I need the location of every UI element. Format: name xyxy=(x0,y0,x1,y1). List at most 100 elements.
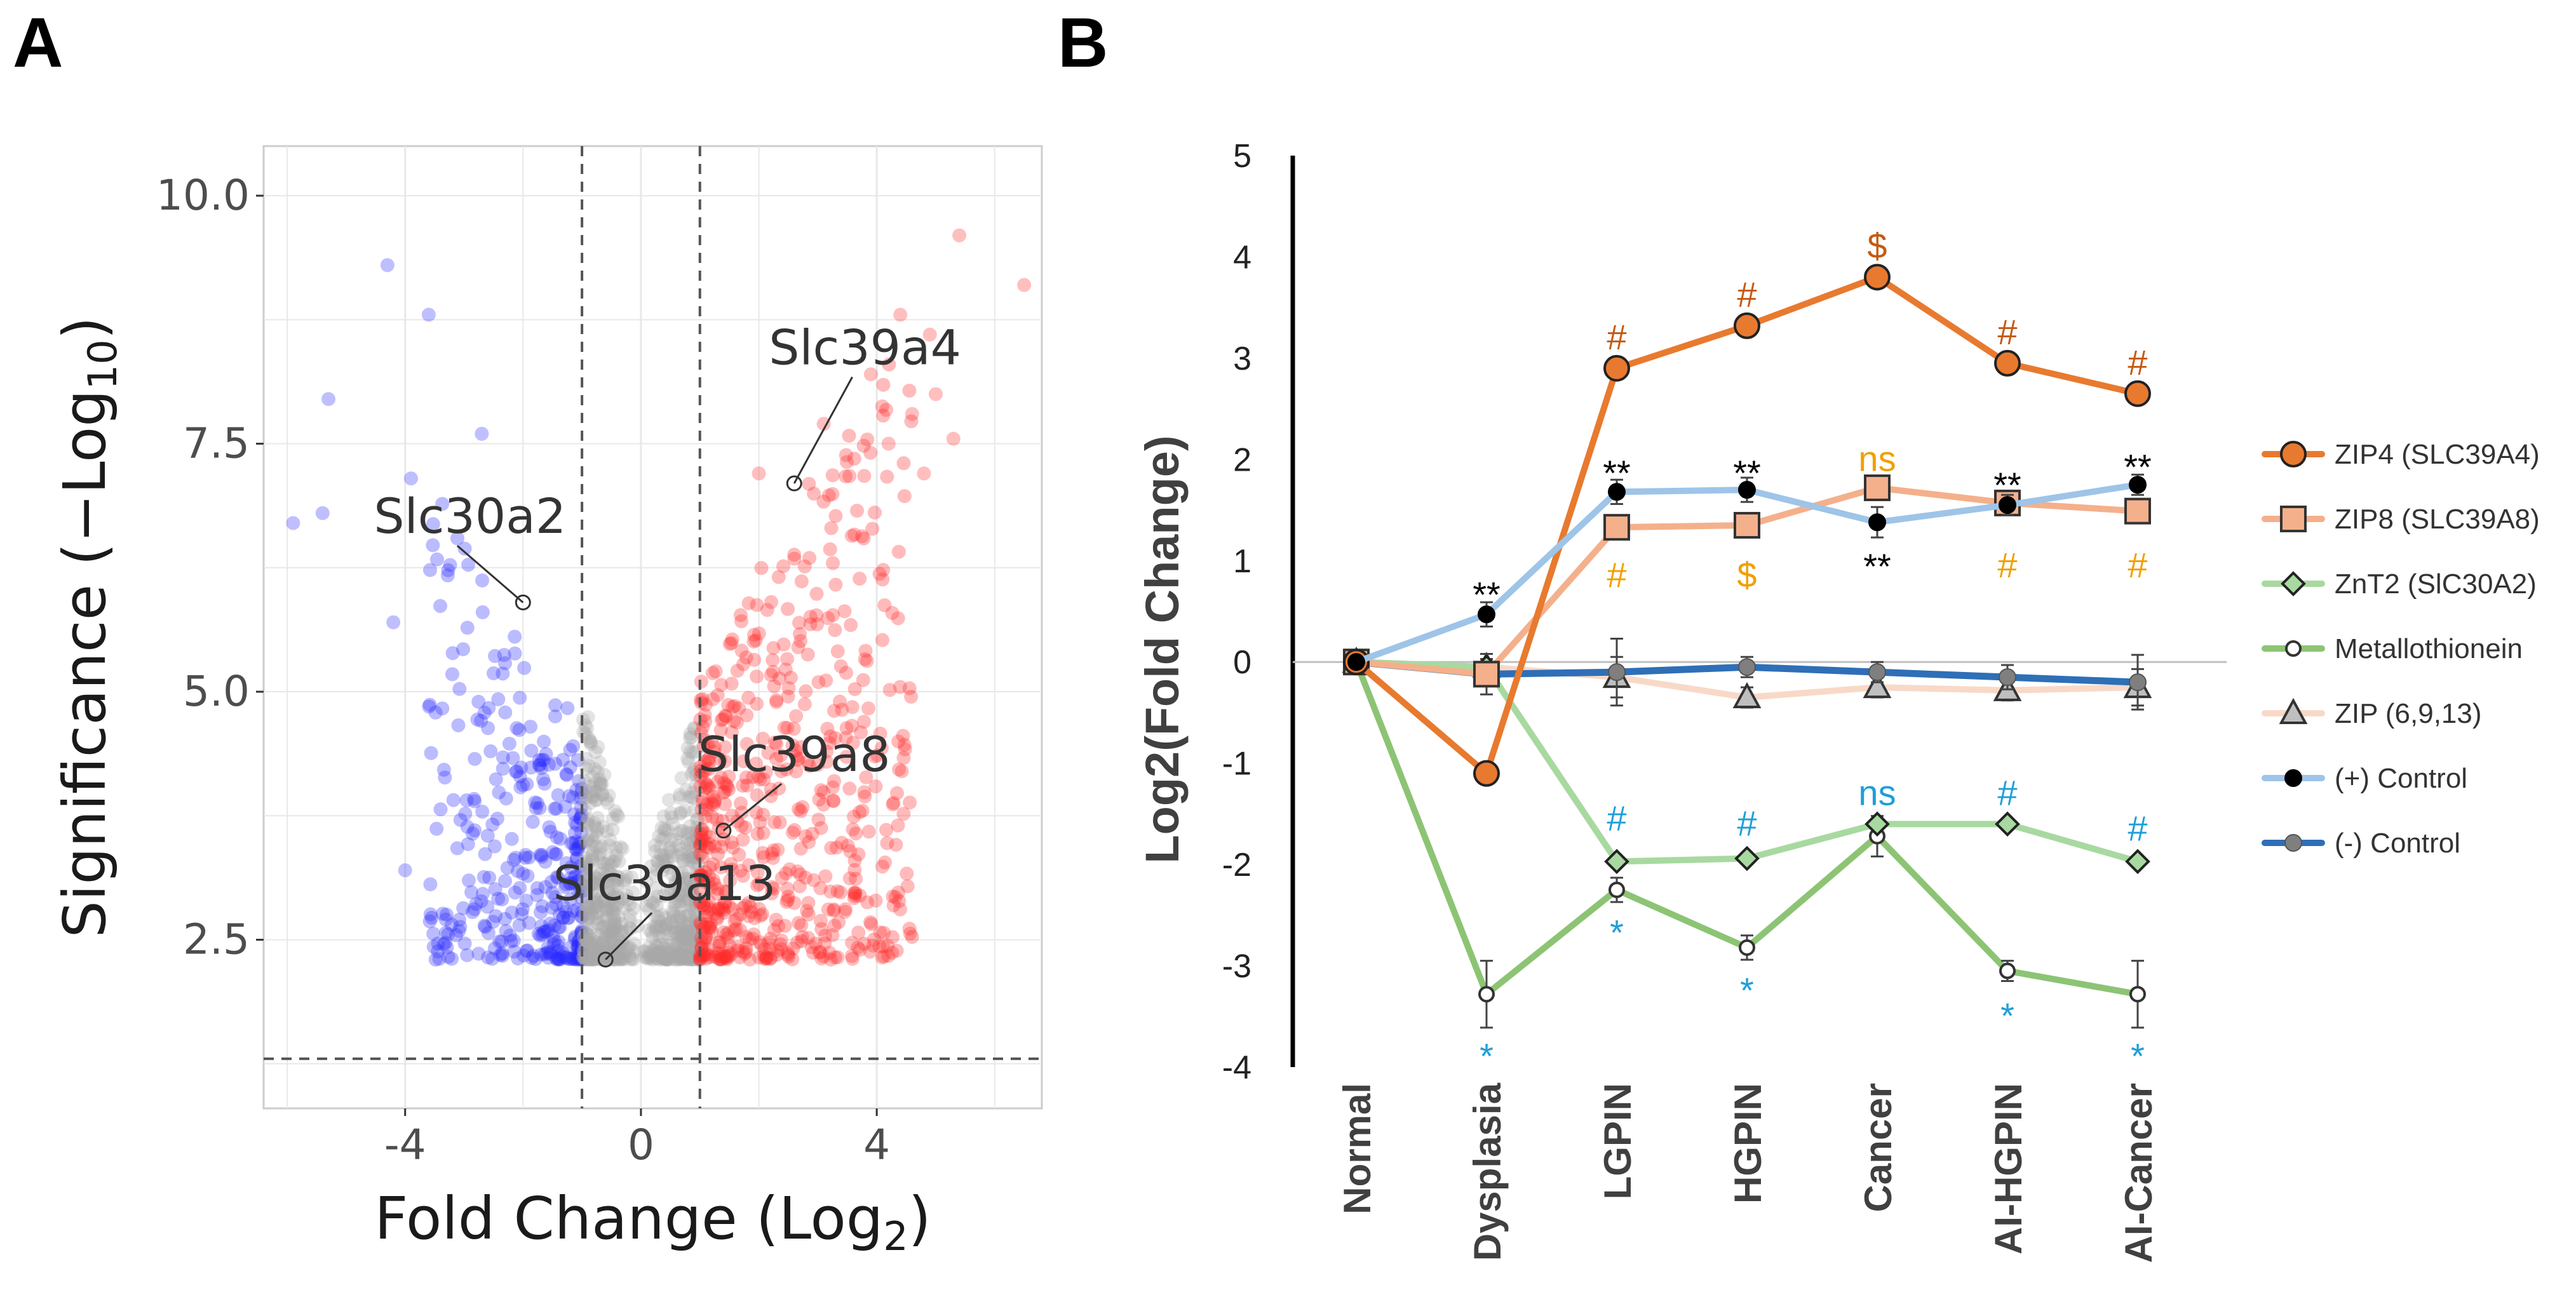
volcano-point-up xyxy=(693,826,708,841)
volcano-point-ns xyxy=(599,903,614,918)
volcano-point-up xyxy=(860,654,874,668)
volcano-point-ns xyxy=(593,776,608,790)
volcano-point-up xyxy=(847,527,862,542)
volcano-point-up xyxy=(853,572,867,586)
volcano-point-ns xyxy=(590,899,605,914)
volcano-point-up xyxy=(739,650,753,665)
volcano-point-ns xyxy=(644,951,658,966)
volcano-point-ns xyxy=(691,937,706,951)
volcano-point-down xyxy=(436,906,450,921)
volcano-point-up xyxy=(847,452,861,466)
volcano-point-up xyxy=(843,844,858,859)
volcano-point-down xyxy=(537,734,551,749)
volcano-point-down xyxy=(485,817,500,832)
volcano-point-up xyxy=(814,913,828,928)
volcano-point-up xyxy=(694,696,708,710)
volcano-point-up xyxy=(792,615,807,630)
volcano-point-up xyxy=(800,647,815,662)
volcano-point-up xyxy=(694,675,708,689)
volcano-point-ns xyxy=(682,864,697,878)
volcano-point-ns xyxy=(670,911,685,926)
volcano-point-ns xyxy=(674,899,689,913)
volcano-point-ns xyxy=(600,863,615,878)
volcano-point-down xyxy=(516,866,530,881)
volcano-point-up xyxy=(692,952,707,967)
volcano-point-down xyxy=(548,698,563,713)
volcano-point-ns xyxy=(623,898,637,912)
volcano-point-up xyxy=(703,903,718,917)
volcano-point-up xyxy=(794,934,809,948)
volcano-point-up xyxy=(904,689,919,704)
volcano-point-down xyxy=(536,925,551,939)
volcano-point-up xyxy=(863,945,877,959)
volcano-point-up xyxy=(698,708,712,722)
volcano-point-up xyxy=(806,945,820,960)
volcano-point-down xyxy=(481,925,496,940)
volcano-point-ns xyxy=(678,783,693,797)
volcano-point-outlier xyxy=(905,407,919,421)
volcano-point-ns xyxy=(615,938,630,952)
volcano-point-down xyxy=(495,946,509,961)
volcano-point-ns xyxy=(605,823,620,837)
volcano-point-ns xyxy=(615,946,630,960)
volcano-point-ns xyxy=(610,938,624,953)
volcano-point-up xyxy=(780,882,795,896)
volcano-gene-label: Slc39a4 xyxy=(769,319,961,376)
volcano-point-ns xyxy=(607,946,622,961)
volcano-point-down xyxy=(523,760,538,775)
volcano-point-up xyxy=(854,725,868,740)
volcano-point-up xyxy=(724,862,739,877)
volcano-point-ns xyxy=(624,870,639,885)
volcano-point-ns xyxy=(675,951,690,965)
volcano-point-down xyxy=(435,701,450,716)
volcano-point-ns xyxy=(608,803,623,818)
volcano-point-down xyxy=(483,744,498,758)
volcano-point-ns xyxy=(681,871,696,886)
volcano-point-up xyxy=(706,797,721,812)
volcano-point-up xyxy=(774,871,789,885)
volcano-point-ns xyxy=(668,874,683,889)
volcano-point-up xyxy=(766,843,781,857)
volcano-point-up xyxy=(769,751,783,766)
volcano-point-ns xyxy=(597,934,612,949)
volcano-point-down xyxy=(499,791,513,806)
volcano-point-down xyxy=(513,780,528,795)
volcano-point-down xyxy=(509,765,523,779)
line-plot-annotation: # xyxy=(1607,798,1626,838)
volcano-point-up xyxy=(847,854,862,868)
volcano-point-up xyxy=(711,901,725,916)
volcano-point-down xyxy=(551,788,565,802)
volcano-point-up xyxy=(718,896,732,910)
volcano-point-up xyxy=(808,936,823,951)
volcano-point-ns xyxy=(603,944,617,958)
volcano-point-up xyxy=(764,668,778,682)
volcano-point-up xyxy=(699,917,713,931)
volcano-point-outlier xyxy=(946,431,961,446)
volcano-point-up xyxy=(786,941,800,956)
volcano-point-up xyxy=(835,703,849,717)
volcano-point-down xyxy=(532,757,547,772)
volcano-point-ns xyxy=(676,931,691,945)
volcano-point-ns xyxy=(688,850,703,865)
volcano-point-down xyxy=(548,890,563,904)
volcano-point-up xyxy=(839,730,853,745)
volcano-point-ns xyxy=(586,876,601,891)
volcano-point-ns xyxy=(600,856,615,871)
legend-label: ZnT2 (SlC30A2) xyxy=(2335,568,2537,600)
volcano-point-outlier xyxy=(881,436,896,451)
volcano-point-down xyxy=(559,950,574,965)
volcano-point-down xyxy=(487,839,502,854)
volcano-point-ns xyxy=(590,872,605,887)
volcano-point-ns xyxy=(580,833,595,848)
volcano-point-up xyxy=(732,701,746,716)
volcano-point-up xyxy=(868,893,883,908)
volcano-point-up xyxy=(769,737,784,751)
volcano-point-down xyxy=(488,649,502,663)
volcano-point-up xyxy=(776,559,791,574)
volcano-point-down xyxy=(562,789,577,803)
volcano-point-ns xyxy=(593,847,607,861)
volcano-point-up xyxy=(779,762,793,777)
volcano-point-down xyxy=(532,758,547,773)
volcano-point-down xyxy=(475,573,490,588)
volcano-point-ns xyxy=(656,951,671,965)
